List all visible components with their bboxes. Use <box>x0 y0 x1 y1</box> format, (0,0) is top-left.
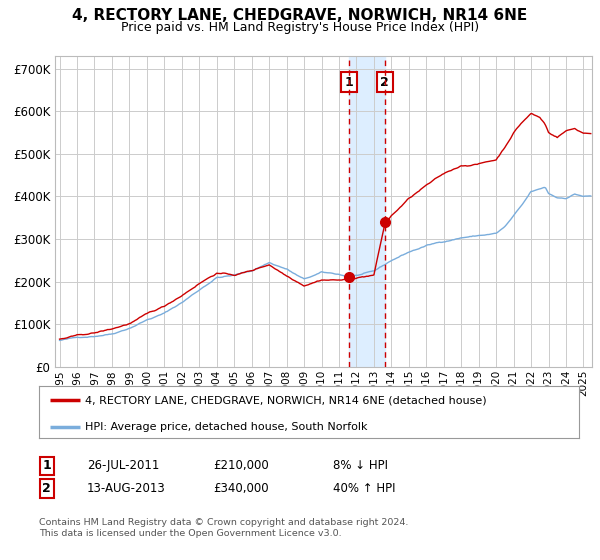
Text: 1: 1 <box>344 76 353 89</box>
Text: 2: 2 <box>380 76 389 89</box>
Text: 4, RECTORY LANE, CHEDGRAVE, NORWICH, NR14 6NE: 4, RECTORY LANE, CHEDGRAVE, NORWICH, NR1… <box>73 8 527 24</box>
Text: 26-JUL-2011: 26-JUL-2011 <box>87 459 160 473</box>
Text: £340,000: £340,000 <box>213 482 269 495</box>
Bar <box>349 56 385 367</box>
Text: Contains HM Land Registry data © Crown copyright and database right 2024.: Contains HM Land Registry data © Crown c… <box>39 518 409 527</box>
Text: 13-AUG-2013: 13-AUG-2013 <box>87 482 166 495</box>
Text: 8% ↓ HPI: 8% ↓ HPI <box>333 459 388 473</box>
Text: 40% ↑ HPI: 40% ↑ HPI <box>333 482 395 495</box>
Text: This data is licensed under the Open Government Licence v3.0.: This data is licensed under the Open Gov… <box>39 529 341 538</box>
Text: £210,000: £210,000 <box>213 459 269 473</box>
Text: 4, RECTORY LANE, CHEDGRAVE, NORWICH, NR14 6NE (detached house): 4, RECTORY LANE, CHEDGRAVE, NORWICH, NR1… <box>85 395 487 405</box>
Text: Price paid vs. HM Land Registry's House Price Index (HPI): Price paid vs. HM Land Registry's House … <box>121 21 479 34</box>
Text: HPI: Average price, detached house, South Norfolk: HPI: Average price, detached house, Sout… <box>85 422 367 432</box>
Text: 2: 2 <box>43 482 51 495</box>
Text: 1: 1 <box>43 459 51 473</box>
